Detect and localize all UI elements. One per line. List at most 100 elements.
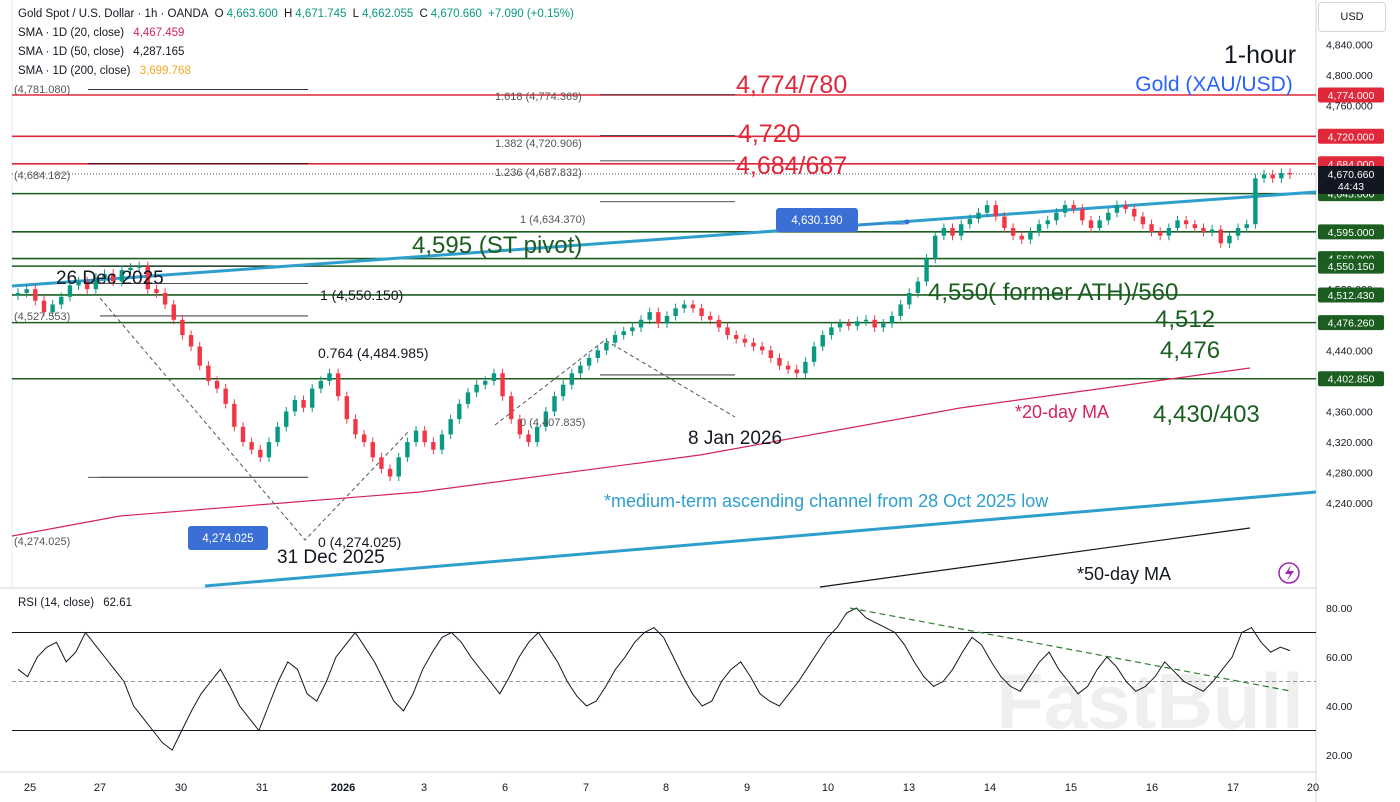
candle-body (690, 304, 696, 309)
time-tick-label: 3 (421, 782, 427, 794)
time-tick-label: 7 (583, 782, 589, 794)
rsi-value: 62.61 (103, 597, 133, 609)
time-tick-label: 31 (256, 782, 268, 794)
channel-upper-line[interactable] (11, 190, 1317, 288)
trend-lines (11, 190, 1317, 588)
sma20-legend[interactable]: SMA · 1D (20, close) 4,467.459 (18, 27, 184, 39)
candle-body (413, 430, 419, 443)
candle-body (439, 434, 445, 450)
candle-body (950, 228, 955, 236)
candle-body (102, 273, 107, 278)
candle-body (785, 365, 791, 370)
candle-body (742, 338, 748, 343)
candle-body (829, 327, 834, 336)
time-tick-label: 9 (744, 782, 750, 794)
label-ma20: *20-day MA (1015, 402, 1109, 422)
candle-body (1253, 178, 1258, 225)
candle-body (249, 442, 254, 450)
candle-body (457, 403, 462, 420)
lightning-icon[interactable] (1278, 562, 1300, 584)
candle-body (145, 266, 150, 290)
change-value: +7.090 (+0.15%) (488, 8, 574, 20)
sma200-value: 3,699.768 (139, 65, 191, 77)
fib-ratio-1236: 1.236 (4,687.832) (495, 167, 582, 179)
symbol-name[interactable]: Gold Spot / U.S. Dollar · 1h · OANDA (18, 8, 209, 20)
chart-title: 1-hour (1224, 41, 1296, 69)
fib-ratio-1: 1 (4,634.370) (520, 214, 585, 226)
fib-mid-1: 1 (4,550.150) (320, 287, 403, 303)
sma50-label: SMA · 1D (50, close) (18, 46, 125, 58)
candle-body (976, 212, 981, 219)
candle-body (15, 293, 21, 296)
last-price-tag (1318, 166, 1384, 195)
candle-body (1175, 220, 1180, 229)
candle-body (85, 281, 90, 290)
time-tick-label: 17 (1227, 782, 1239, 794)
candle-body (119, 270, 125, 282)
candle-body (128, 267, 133, 271)
candle-body (725, 327, 730, 336)
price-level-tag-label: 4,512.430 (1328, 290, 1375, 302)
candle-body (284, 411, 289, 427)
candle-body (855, 321, 860, 326)
sma50-value: 4,287.165 (133, 46, 185, 58)
ma20-line[interactable] (11, 367, 1251, 537)
candle-body (180, 319, 185, 336)
currency-label: USD (1340, 11, 1364, 23)
low-label: L (352, 8, 360, 20)
time-axis[interactable]: 25 27 30 31 2026 3 6 7 8 9 10 13 14 15 16 17 20 (24, 782, 1319, 794)
price-level-tag (1318, 87, 1384, 103)
close-value: 4,670.660 (430, 8, 482, 20)
candle-body (1218, 229, 1223, 244)
candle-body (405, 442, 410, 458)
badge-4274[interactable]: 4,274.025 (188, 526, 268, 550)
close-label: C (419, 8, 428, 20)
candle-body (353, 419, 358, 435)
candle-body (889, 315, 895, 324)
candle-body (933, 235, 938, 259)
price-level-tag (1318, 128, 1384, 144)
candle-body (898, 304, 903, 316)
channel-lower-line[interactable] (204, 490, 1317, 588)
candle-body (197, 346, 202, 366)
candle-body (275, 426, 280, 443)
rsi-tick-label: 20.00 (1326, 750, 1352, 762)
candle-body (431, 442, 436, 450)
rsi-line (17, 607, 1291, 751)
candle-body (734, 335, 739, 339)
rsi-pane[interactable]: 80.00 60.00 40.00 20.00 (12, 603, 1352, 762)
currency-selector[interactable]: USD (1318, 2, 1386, 32)
candle-body (673, 308, 678, 316)
badge-4274-label: 4,274.025 (202, 533, 253, 545)
ohlc-legend: Gold Spot / U.S. Dollar · 1h · OANDA O 4,… (18, 8, 577, 20)
sma200-label: SMA · 1D (200, close) (18, 65, 131, 77)
candle-body (1261, 174, 1267, 179)
badge-4630[interactable]: 4,630.190 (776, 208, 858, 232)
high-value: 4,671.745 (295, 8, 347, 20)
ma50-line[interactable] (819, 527, 1251, 588)
time-tick-label: 15 (1065, 782, 1077, 794)
candle-body (1140, 216, 1146, 225)
sma200-legend[interactable]: SMA · 1D (200, close) 3,699.768 (18, 65, 191, 77)
candle-body (647, 312, 652, 320)
candle-body (630, 327, 635, 332)
label-ma50: *50-day MA (1077, 564, 1171, 584)
price-tick-label: 4,840.000 (1326, 40, 1373, 52)
low-value: 4,662.055 (362, 8, 414, 20)
label-r3: 4,684/687 (736, 152, 847, 180)
candle-body (1097, 220, 1102, 229)
rsi-legend[interactable]: RSI (14, close) 62.61 (18, 597, 132, 609)
time-tick-label: 30 (175, 782, 187, 794)
label-date-8jan: 8 Jan 2026 (688, 428, 782, 449)
candle-body (794, 369, 799, 374)
candle-body (1235, 228, 1241, 236)
candle-body (33, 289, 38, 301)
candle-body (915, 281, 921, 294)
candle-body (1209, 229, 1215, 232)
sma50-legend[interactable]: SMA · 1D (50, close) 4,287.165 (18, 46, 184, 58)
candle-body (1080, 208, 1085, 221)
candle-body (41, 300, 47, 313)
candle-body (474, 384, 479, 393)
